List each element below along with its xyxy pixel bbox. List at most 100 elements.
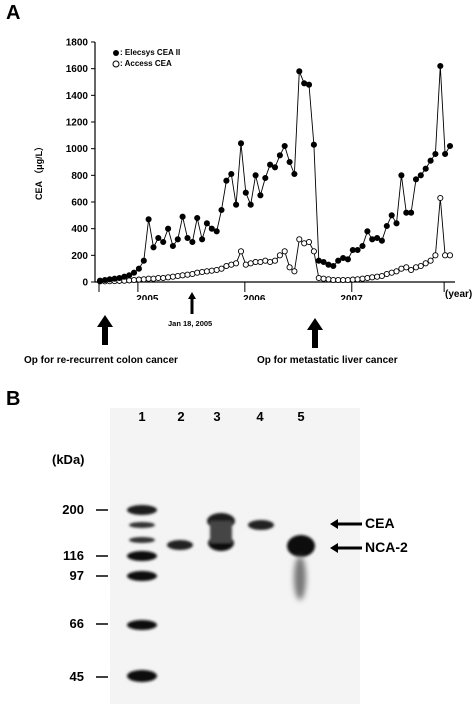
data-point-access: [393, 268, 400, 275]
data-point-elecsys: [155, 234, 162, 242]
data-point-elecsys: [344, 256, 351, 263]
data-point-elecsys: [199, 236, 206, 243]
arrow-left-icon-cea: [330, 519, 362, 529]
data-point-elecsys: [276, 152, 283, 159]
y-tick-label: 800: [71, 171, 88, 182]
data-point-elecsys: [106, 276, 113, 283]
panel-a-letter: A: [6, 2, 21, 24]
y-tick-label: 200: [71, 251, 88, 262]
data-point-access: [359, 275, 366, 282]
data-point-elecsys: [237, 140, 245, 147]
data-point-elecsys: [189, 238, 196, 246]
data-point-elecsys: [150, 244, 157, 251]
data-point-access: [320, 275, 327, 282]
data-point-elecsys: [383, 222, 390, 230]
data-point-access: [344, 276, 351, 284]
data-point-elecsys: [194, 214, 201, 222]
data-point-elecsys: [305, 81, 313, 88]
data-point-elecsys: [228, 170, 235, 178]
open-circle-icon: [112, 60, 120, 67]
data-point-elecsys: [335, 257, 342, 264]
data-point-elecsys: [291, 170, 298, 178]
data-point-access: [364, 274, 371, 282]
data-point-access: [271, 257, 279, 264]
legend-label-access: : Access CEA: [120, 59, 172, 68]
data-point-access: [432, 252, 439, 259]
data-point-elecsys: [96, 277, 104, 284]
data-point-elecsys: [427, 157, 434, 164]
data-point-access: [247, 260, 254, 267]
data-point-access: [378, 272, 385, 280]
data-point-access: [296, 236, 303, 243]
data-point-elecsys: [267, 161, 274, 168]
data-point-elecsys: [184, 234, 191, 242]
data-point-access: [237, 248, 245, 255]
data-point-access: [194, 269, 201, 276]
data-point-access: [179, 272, 186, 279]
data-point-elecsys: [422, 165, 429, 172]
data-point-elecsys: [145, 216, 152, 223]
data-point-elecsys: [130, 269, 138, 276]
data-point-access: [330, 276, 337, 284]
arrow-up-icon-op1: [97, 315, 113, 345]
data-point-access: [130, 276, 138, 284]
data-point-elecsys: [208, 225, 215, 232]
filled-circle-icon: [113, 49, 119, 56]
data-point-access: [315, 274, 322, 282]
data-point-elecsys: [111, 275, 118, 282]
data-point-access: [135, 276, 142, 283]
data-point-access: [145, 275, 152, 282]
data-point-elecsys: [174, 236, 181, 243]
data-point-elecsys: [223, 177, 230, 184]
op2-annotation: Op for metastatic liver cancer: [257, 355, 398, 366]
data-point-elecsys: [398, 172, 405, 179]
arrow-left-icon-nca2: [330, 543, 362, 553]
data-point-access: [150, 275, 157, 282]
data-point-access: [203, 268, 210, 275]
y-tick-label: 0: [82, 278, 88, 289]
data-point-elecsys: [296, 68, 303, 75]
data-point-elecsys: [408, 209, 415, 216]
data-point-elecsys: [310, 141, 317, 148]
data-point-access: [335, 276, 342, 284]
data-point-elecsys: [330, 262, 337, 270]
data-point-elecsys: [247, 201, 254, 208]
blot-bands: [110, 408, 360, 704]
data-point-elecsys: [121, 273, 128, 280]
band-lane5: [287, 535, 315, 600]
nca2-band-label: NCA-2: [365, 539, 408, 555]
marker-label-66: 66: [69, 616, 84, 631]
date-annotation: Jan 18, 2005: [168, 319, 213, 328]
data-point-elecsys: [135, 265, 142, 272]
data-point-elecsys: [378, 237, 385, 244]
y-tick-label: 1200: [66, 118, 89, 129]
data-point-access: [291, 268, 298, 275]
marker-ladder: [127, 505, 157, 682]
data-point-access: [383, 270, 390, 278]
data-point-elecsys: [388, 212, 395, 219]
data-point-access: [422, 260, 429, 267]
data-point-elecsys: [169, 242, 176, 250]
data-point-access: [374, 273, 381, 280]
data-point-access: [310, 248, 317, 255]
data-point-elecsys: [437, 62, 444, 70]
y-tick-label: 1600: [66, 64, 89, 75]
data-point-access: [276, 252, 283, 259]
marker-label-200: 200: [62, 502, 84, 517]
data-point-access: [155, 274, 162, 282]
data-point-elecsys: [442, 150, 449, 158]
x-tick-label: 2006: [243, 294, 266, 300]
legend-item-elecsys: : Elecsys CEA II: [112, 47, 180, 58]
data-point-access: [184, 271, 191, 278]
marker-ticks: [96, 509, 108, 678]
lane-number-5: 5: [297, 409, 305, 424]
data-point-elecsys: [281, 142, 288, 150]
data-point-access: [208, 267, 215, 274]
op1-annotation: Op for re-recurrent colon cancer: [24, 355, 178, 366]
legend-item-access: : Access CEA: [112, 58, 180, 69]
lane-number-3: 3: [213, 409, 221, 424]
data-point-elecsys: [126, 272, 133, 279]
x-tick-label: 2005: [136, 294, 159, 300]
data-point-access: [233, 260, 240, 267]
data-point-elecsys: [359, 242, 366, 250]
